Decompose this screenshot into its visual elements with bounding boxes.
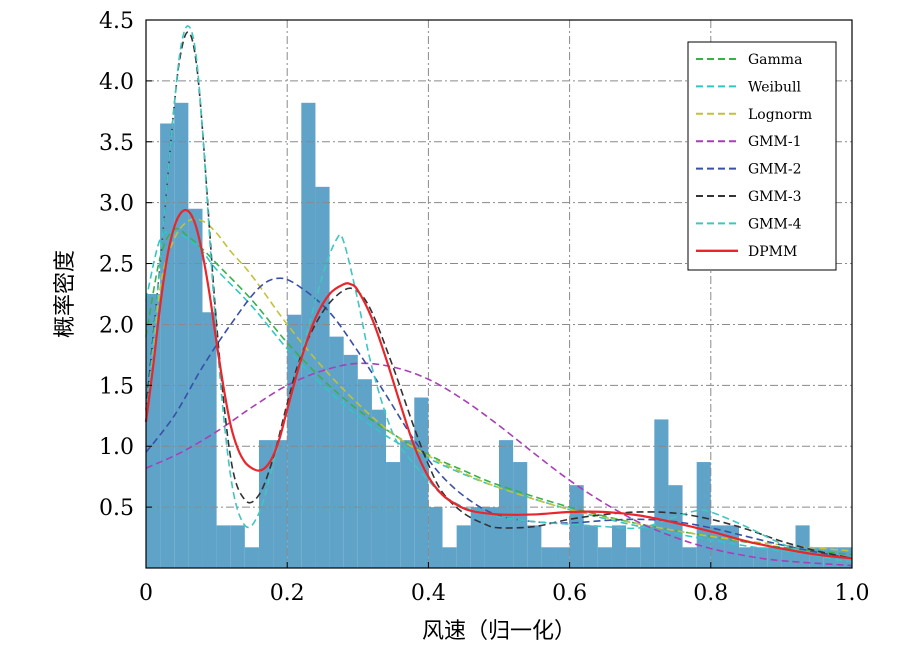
histogram-bar <box>626 547 641 568</box>
histogram-bar <box>739 547 754 568</box>
density-curves <box>144 25 853 567</box>
legend-box <box>687 41 837 271</box>
histogram-bar <box>315 186 330 568</box>
histogram-bar <box>174 102 189 568</box>
x-tick-label: 0.6 <box>552 581 587 606</box>
histogram-bar <box>597 547 612 568</box>
legend-label-weibull: Weibull <box>748 79 801 95</box>
histogram-bar <box>258 440 274 568</box>
histogram-bar <box>456 525 471 568</box>
histogram-bar <box>230 525 245 568</box>
legend: Gamma Weibull Lognorm GMM-1 GMM-2 GMM-3 GMM-4 D… <box>687 41 837 271</box>
histogram-bar <box>329 336 344 568</box>
histogram-bar <box>343 354 358 568</box>
series-line-lognorm <box>145 218 853 552</box>
histogram-bar <box>442 547 457 568</box>
y-tick-label: 1.0 <box>99 435 134 460</box>
series-line-gmm-4 <box>145 25 853 563</box>
histogram-bar <box>216 525 231 568</box>
histogram-bar <box>710 525 725 568</box>
histogram-bar <box>569 485 584 568</box>
y-tick-label: 1.5 <box>99 374 134 399</box>
legend-label-lognorm: Lognorm <box>748 107 812 123</box>
legend-label-gmm-1: GMM-1 <box>748 134 802 150</box>
histogram-bar <box>484 507 499 568</box>
histogram-bar <box>400 440 415 568</box>
legend-label-gamma: Gamma <box>748 52 802 68</box>
histogram-bars <box>146 102 852 568</box>
histogram-bar <box>555 547 570 568</box>
histogram-bar <box>188 208 203 568</box>
histogram-bar <box>781 547 796 568</box>
histogram-bar <box>611 525 627 568</box>
legend-label-gmm-3: GMM-3 <box>748 189 802 205</box>
plot-frame <box>145 19 853 569</box>
x-tick-label: 0.8 <box>693 581 728 606</box>
y-tick-label: 4.5 <box>99 9 134 34</box>
histogram-bar <box>428 507 443 568</box>
histogram-bar <box>499 440 514 568</box>
x-tick-label: 1.0 <box>835 581 870 606</box>
legend-label-gmm-4: GMM-4 <box>748 216 802 232</box>
y-axis-title: 概率密度 <box>53 250 78 338</box>
histogram-bar <box>682 547 697 568</box>
histogram-bar <box>357 379 372 568</box>
histogram-bar <box>386 462 401 568</box>
histogram-bar <box>371 409 387 568</box>
x-axis-title: 风速（归一化） <box>422 619 576 644</box>
histogram-bar <box>767 547 782 568</box>
y-tick-label: 2.0 <box>99 313 134 338</box>
series-line-gmm-1 <box>145 362 853 567</box>
histogram-bar <box>414 397 429 568</box>
histogram-bar <box>273 440 288 568</box>
histogram-bar <box>541 547 556 568</box>
y-tick-label: 4.0 <box>99 70 134 95</box>
histogram-bar <box>287 314 302 568</box>
x-tick-label: 0.4 <box>411 581 446 606</box>
histogram-bar <box>244 547 259 568</box>
series-line-dpmm <box>144 208 853 560</box>
histogram-bar <box>583 525 598 568</box>
histogram-bar <box>470 507 485 568</box>
histogram-bar <box>640 525 655 568</box>
histogram-bar <box>202 312 217 568</box>
y-tick-label: 3.5 <box>99 131 134 156</box>
axis-ticks: 0 0.2 0.4 0.6 0.8 1.0 0.5 1.0 1.5 2.0 2.5 3.0 3.5 4.0… <box>99 9 870 606</box>
histogram-bar <box>527 525 542 568</box>
histogram-bar <box>146 294 161 568</box>
histogram-bar <box>668 485 683 568</box>
legend-label-gmm-2: GMM-2 <box>748 162 802 178</box>
x-tick-label: 0.2 <box>270 581 305 606</box>
histogram-bar <box>654 419 669 568</box>
legend-label-dpmm: DPMM <box>748 244 797 260</box>
y-tick-label: 3.0 <box>99 192 134 217</box>
x-tick-label: 0 <box>139 581 153 606</box>
histogram-bar <box>696 462 711 568</box>
y-tick-label: 0.5 <box>99 496 134 521</box>
y-tick-label: 2.5 <box>99 253 134 278</box>
